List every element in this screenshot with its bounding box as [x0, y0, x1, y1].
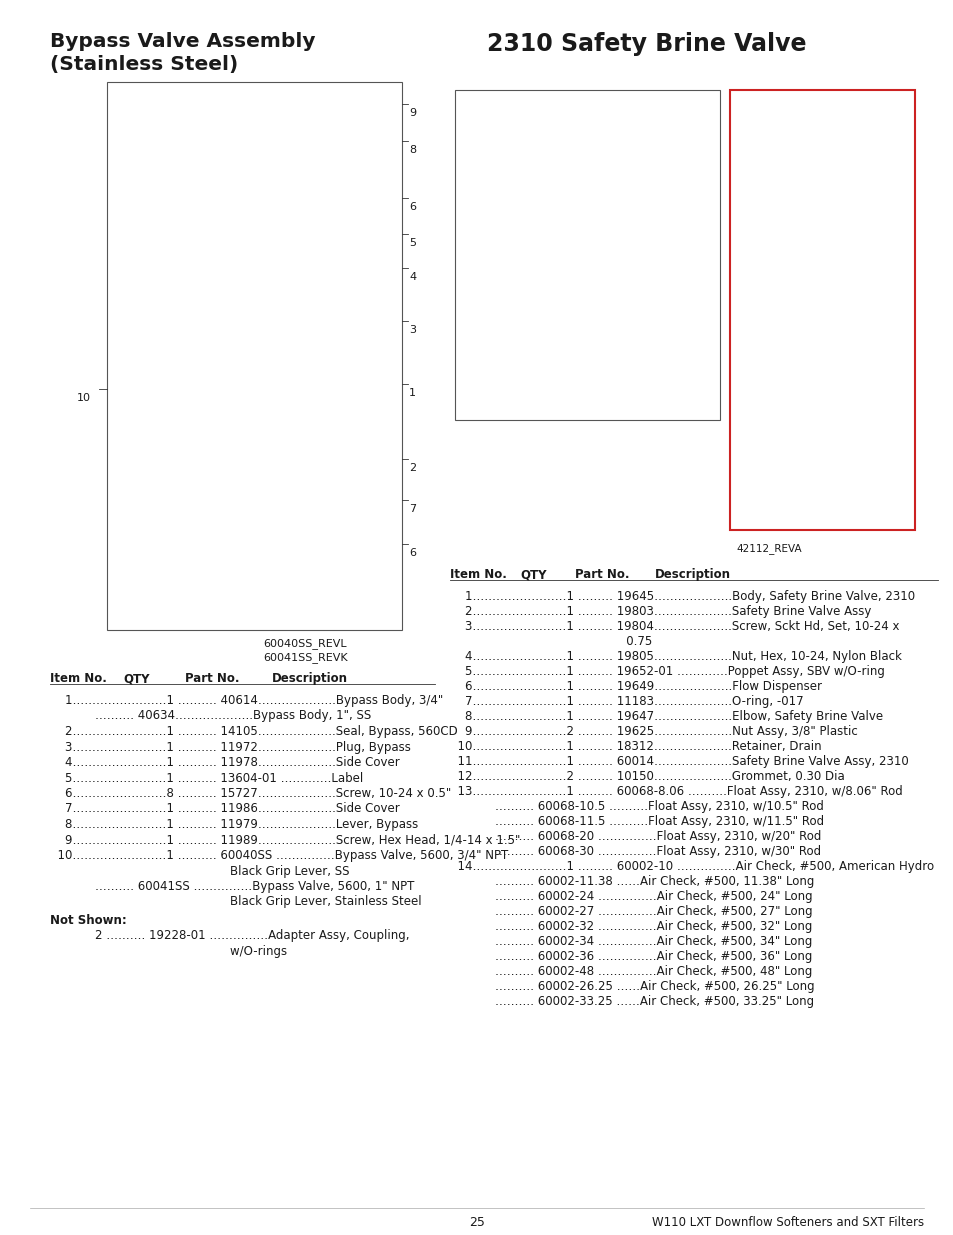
Text: 5: 5 [409, 238, 416, 248]
Text: 6……………………8 ………. 15727………………..Screw, 10-24 x 0.5": 6……………………8 ………. 15727………………..Screw, 10-2… [50, 787, 451, 800]
Text: ………. 40634………………..Bypass Body, 1", SS: ………. 40634………………..Bypass Body, 1", SS [50, 709, 371, 722]
Text: ………. 60002-24 ……………Air Check, #500, 24" Long: ………. 60002-24 ……………Air Check, #500, 24" … [450, 890, 812, 903]
Text: 7……………………1 ………. 11986………………..Side Cover: 7……………………1 ………. 11986………………..Side Cover [50, 803, 399, 815]
Text: ………. 60068-10.5 ……….Float Assy, 2310, w/10.5" Rod: ………. 60068-10.5 ……….Float Assy, 2310, w/… [450, 800, 823, 813]
Text: ………. 60002-48 ……………Air Check, #500, 48" Long: ………. 60002-48 ……………Air Check, #500, 48" … [450, 965, 812, 978]
Text: Part No.: Part No. [575, 568, 629, 580]
Text: 1……………………1 ………. 40614………………..Bypass Body, 3/4": 1……………………1 ………. 40614………………..Bypass Body… [50, 694, 443, 706]
Text: ………. 60002-34 ……………Air Check, #500, 34" Long: ………. 60002-34 ……………Air Check, #500, 34" … [450, 935, 812, 948]
Text: 7: 7 [409, 504, 416, 514]
Text: ………. 60002-27 ……………Air Check, #500, 27" Long: ………. 60002-27 ……………Air Check, #500, 27" … [450, 905, 812, 918]
Text: ………. 60002-11.38 ……Air Check, #500, 11.38" Long: ………. 60002-11.38 ……Air Check, #500, 11.3… [450, 876, 814, 888]
Text: ………. 60041SS ……………Bypass Valve, 5600, 1" NPT: ………. 60041SS ……………Bypass Valve, 5600, 1"… [50, 881, 414, 893]
Text: Bypass Valve Assembly: Bypass Valve Assembly [50, 32, 315, 51]
Text: 8……………………1 ……… 19647………………..Elbow, Safety Brine Valve: 8……………………1 ……… 19647………………..Elbow, Safet… [450, 710, 882, 722]
Text: Description: Description [655, 568, 730, 580]
Text: Item No.: Item No. [450, 568, 506, 580]
Text: 10……………………1 ……… 18312………………..Retainer, Drain: 10……………………1 ……… 18312………………..Retainer, D… [450, 740, 821, 753]
Text: Part No.: Part No. [185, 672, 239, 685]
Text: 2: 2 [409, 463, 416, 473]
Text: 12……………………2 ……… 10150………………..Grommet, 0.30 Dia: 12……………………2 ……… 10150………………..Grommet, 0.… [450, 769, 843, 783]
Text: 13……………………1 ……… 60068-8.06 ……….Float Assy, 2310, w/8.06" Rod: 13……………………1 ……… 60068-8.06 ……….Float Ass… [450, 785, 902, 798]
Bar [455, 90, 720, 420]
Text: 3……………………1 ………. 11972………………..Plug, Bypass: 3……………………1 ………. 11972………………..Plug, Bypas… [50, 741, 411, 753]
Text: 7……………………1 ……… 11183………………..O-ring, -017: 7……………………1 ……… 11183………………..O-ring, -017 [450, 695, 802, 708]
Text: 6……………………1 ……… 19649………………..Flow Dispenser: 6……………………1 ……… 19649………………..Flow Dispens… [450, 680, 821, 693]
Text: 2 ………. 19228-01 ……………Adapter Assy, Coupling,: 2 ………. 19228-01 ……………Adapter Assy, Coupl… [50, 930, 409, 942]
Text: 10……………………1 ………. 60040SS ……………Bypass Valve, 5600, 3/4" NPT: 10……………………1 ………. 60040SS ……………Bypass Val… [50, 848, 508, 862]
Text: 8: 8 [409, 144, 416, 156]
Text: ………. 60002-32 ……………Air Check, #500, 32" Long: ………. 60002-32 ……………Air Check, #500, 32" … [450, 920, 812, 932]
Text: Not Shown:: Not Shown: [50, 914, 127, 927]
Text: ………. 60068-11.5 ……….Float Assy, 2310, w/11.5" Rod: ………. 60068-11.5 ……….Float Assy, 2310, w/… [450, 815, 823, 827]
Text: 2……………………1 ……… 19803………………..Safety Brine Valve Assy: 2……………………1 ……… 19803………………..Safety Brine… [450, 605, 870, 618]
Text: 25: 25 [469, 1216, 484, 1229]
Text: Black Grip Lever, Stainless Steel: Black Grip Lever, Stainless Steel [50, 895, 421, 909]
Text: W110 LXT Downflow Softeners and SXT Filters: W110 LXT Downflow Softeners and SXT Filt… [651, 1216, 923, 1229]
Text: 42112_REVA: 42112_REVA [735, 543, 801, 555]
Text: 60041SS_REVK: 60041SS_REVK [263, 652, 347, 663]
Text: ………. 60068-30 ……………Float Assy, 2310, w/30" Rod: ………. 60068-30 ……………Float Assy, 2310, w/3… [450, 845, 821, 858]
Text: 5……………………1 ………. 13604-01 ………….Label: 5……………………1 ………. 13604-01 ………….Label [50, 772, 363, 784]
Text: 4……………………1 ………. 11978………………..Side Cover: 4……………………1 ………. 11978………………..Side Cover [50, 756, 399, 769]
Text: 6: 6 [409, 548, 416, 558]
Text: 1……………………1 ……… 19645………………..Body, Safety Brine Valve, 2310: 1……………………1 ……… 19645………………..Body, Safety… [450, 590, 914, 603]
Text: 2310 Safety Brine Valve: 2310 Safety Brine Valve [486, 32, 805, 56]
Bar [107, 82, 401, 630]
Text: 1: 1 [409, 388, 416, 398]
Text: QTY: QTY [519, 568, 546, 580]
Text: ………. 60002-33.25 ……Air Check, #500, 33.25" Long: ………. 60002-33.25 ……Air Check, #500, 33.2… [450, 995, 813, 1008]
Text: 4: 4 [409, 272, 416, 282]
Text: 14……………………1 ……… 60002-10 ……………Air Check, #500, American Hydro: 14……………………1 ……… 60002-10 ……………Air Check,… [450, 860, 933, 873]
Text: QTY: QTY [123, 672, 150, 685]
Text: 4……………………1 ……… 19805………………..Nut, Hex, 10-24, Nylon Black: 4……………………1 ……… 19805………………..Nut, Hex, 10… [450, 650, 901, 663]
Text: Description: Description [272, 672, 348, 685]
Text: 3: 3 [409, 325, 416, 335]
Text: (Stainless Steel): (Stainless Steel) [50, 56, 238, 74]
Text: 9……………………1 ………. 11989………………..Screw, Hex Head, 1/4-14 x 1.5": 9……………………1 ………. 11989………………..Screw, Hex … [50, 834, 519, 846]
Text: 60040SS_REVL: 60040SS_REVL [263, 638, 346, 648]
Text: 0.75: 0.75 [450, 635, 652, 648]
Bar [729, 90, 914, 530]
Text: w/O-rings: w/O-rings [50, 945, 287, 958]
Text: 11……………………1 ……… 60014………………..Safety Brine Valve Assy, 2310: 11……………………1 ……… 60014………………..Safety Brin… [450, 755, 908, 768]
Text: 6: 6 [409, 203, 416, 212]
Text: Item No.: Item No. [50, 672, 107, 685]
Text: Black Grip Lever, SS: Black Grip Lever, SS [50, 864, 349, 878]
Text: ………. 60002-26.25 ……Air Check, #500, 26.25" Long: ………. 60002-26.25 ……Air Check, #500, 26.2… [450, 981, 814, 993]
Text: 2……………………1 ………. 14105………………..Seal, Bypass, 560CD: 2……………………1 ………. 14105………………..Seal, Bypas… [50, 725, 457, 739]
Text: 8……………………1 ………. 11979………………..Lever, Bypass: 8……………………1 ………. 11979………………..Lever, Bypa… [50, 818, 417, 831]
Text: 10: 10 [77, 393, 91, 403]
Text: 3……………………1 ……… 19804………………..Screw, Sckt Hd, Set, 10-24 x: 3……………………1 ……… 19804………………..Screw, Sckt … [450, 620, 899, 634]
Text: 9……………………2 ……… 19625………………..Nut Assy, 3/8" Plastic: 9……………………2 ……… 19625………………..Nut Assy, 3/… [450, 725, 857, 739]
Text: ………. 60002-36 ……………Air Check, #500, 36" Long: ………. 60002-36 ……………Air Check, #500, 36" … [450, 950, 812, 963]
Text: 5……………………1 ……… 19652-01 ………….Poppet Assy, SBV w/O-ring: 5……………………1 ……… 19652-01 ………….Poppet Assy… [450, 664, 884, 678]
Text: ………. 60068-20 ……………Float Assy, 2310, w/20" Rod: ………. 60068-20 ……………Float Assy, 2310, w/2… [450, 830, 821, 844]
Text: 9: 9 [409, 107, 416, 119]
